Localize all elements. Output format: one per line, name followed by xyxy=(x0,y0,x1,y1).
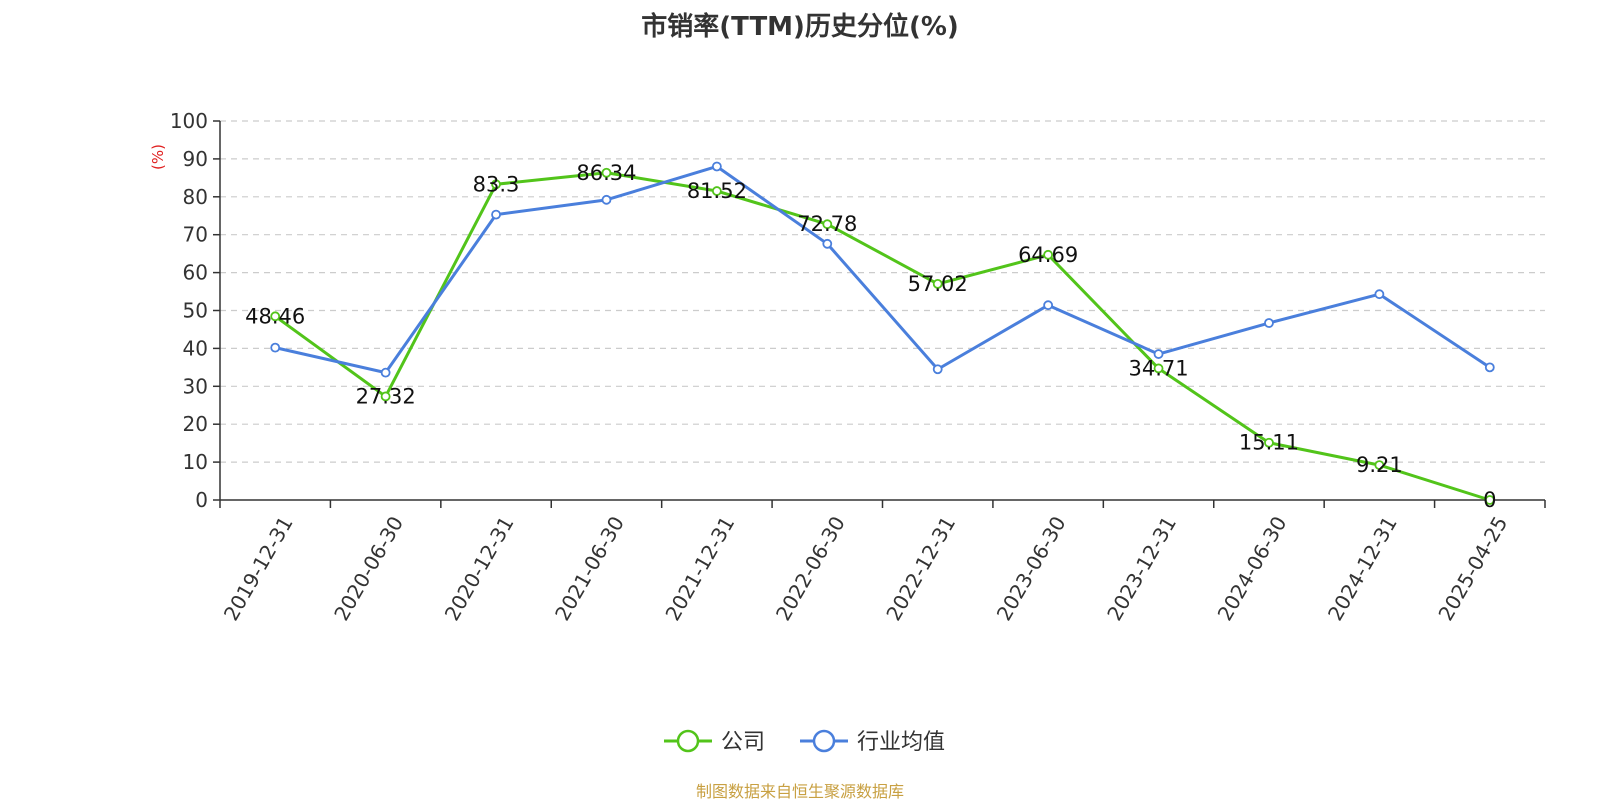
x-tick-label: 2020-06-30 xyxy=(329,512,408,625)
grid-lines xyxy=(220,120,1545,463)
data-labels: 48.46 27.32 83.3 86.34 81.52 72.78 57.02 64.69 3… xyxy=(245,161,1496,512)
data-label: 64.69 xyxy=(1018,243,1078,267)
x-tick-label: 2021-12-31 xyxy=(660,512,739,625)
x-tick-label: 2024-12-31 xyxy=(1323,512,1402,625)
data-point[interactable] xyxy=(711,161,722,172)
data-point[interactable] xyxy=(822,238,833,249)
y-tick-label: 90 xyxy=(183,147,208,171)
data-point[interactable] xyxy=(270,311,281,322)
data-label: 81.52 xyxy=(687,179,747,203)
data-point[interactable] xyxy=(1484,495,1495,505)
series-line-1 xyxy=(274,164,1491,375)
y-axis-ticks: 0 10 20 30 40 50 60 70 80 90 100 xyxy=(170,109,220,512)
y-tick-label: 80 xyxy=(183,185,208,209)
data-label: 9.21 xyxy=(1356,453,1403,477)
legend: 公司 行业均值 xyxy=(664,729,945,755)
legend-label[interactable]: 行业均值 xyxy=(857,730,945,755)
source-note: 制图数据来自恒生聚源数据库 xyxy=(695,782,904,801)
data-point[interactable] xyxy=(491,179,501,190)
x-tick-label: 2023-06-30 xyxy=(992,512,1071,625)
data-point[interactable] xyxy=(270,342,281,353)
data-label: 57.02 xyxy=(908,272,968,296)
y-tick-label: 30 xyxy=(183,374,208,398)
legend-label[interactable]: 公司 xyxy=(721,730,765,755)
data-point[interactable] xyxy=(822,219,833,230)
y-tick-label: 20 xyxy=(183,412,208,436)
data-point[interactable] xyxy=(601,194,612,205)
data-label: 48.46 xyxy=(245,304,305,328)
data-point[interactable] xyxy=(1484,362,1495,373)
x-tick-label: 2019-12-31 xyxy=(219,512,298,625)
data-point[interactable] xyxy=(1043,249,1054,260)
data-point[interactable] xyxy=(1264,437,1274,448)
data-point[interactable] xyxy=(380,367,391,378)
y-tick-label: 100 xyxy=(170,109,208,133)
x-tick-label: 2020-12-31 xyxy=(440,512,519,625)
data-point[interactable] xyxy=(932,278,943,289)
x-tick-label: 2023-12-31 xyxy=(1102,512,1181,625)
x-tick-label: 2022-06-30 xyxy=(771,512,850,625)
legend-marker[interactable] xyxy=(812,729,836,753)
y-axis-label: (%) xyxy=(149,144,167,170)
data-point[interactable] xyxy=(1374,289,1385,300)
series-group xyxy=(270,161,1495,505)
x-axis-ticks: 2019-12-31 2020-06-30 2020-12-31 2021-06-30… xyxy=(219,500,1546,625)
data-point[interactable] xyxy=(1153,363,1164,374)
data-point[interactable] xyxy=(1153,349,1164,359)
data-label: 0 xyxy=(1483,488,1496,512)
x-tick-label: 2024-06-30 xyxy=(1213,512,1292,625)
data-point[interactable] xyxy=(1264,318,1274,328)
x-tick-label: 2025-04-25 xyxy=(1433,512,1512,625)
legend-marker[interactable] xyxy=(676,729,700,753)
data-label: 15.11 xyxy=(1239,431,1299,455)
data-label: 72.78 xyxy=(797,212,857,236)
y-tick-label: 70 xyxy=(183,223,208,247)
y-tick-label: 40 xyxy=(183,336,208,360)
y-tick-label: 60 xyxy=(183,261,208,285)
data-point[interactable] xyxy=(711,186,722,196)
data-label: 86.34 xyxy=(576,161,636,185)
y-tick-label: 10 xyxy=(183,450,208,474)
y-tick-label: 0 xyxy=(195,488,208,512)
data-label: 83.3 xyxy=(473,172,520,196)
data-point[interactable] xyxy=(1374,460,1385,470)
data-point[interactable] xyxy=(491,209,501,220)
chart-title: 市销率(TTM)历史分位(%) xyxy=(641,12,959,42)
y-tick-label: 50 xyxy=(183,299,208,323)
data-label: 27.32 xyxy=(356,384,416,408)
data-point[interactable] xyxy=(932,364,943,375)
data-point[interactable] xyxy=(1043,300,1054,311)
x-tick-label: 2021-06-30 xyxy=(550,512,629,625)
series-line-0 xyxy=(274,171,1491,502)
data-point[interactable] xyxy=(380,391,391,402)
data-point[interactable] xyxy=(601,167,612,178)
data-label: 34.71 xyxy=(1128,356,1188,380)
x-tick-label: 2022-12-31 xyxy=(881,512,960,625)
